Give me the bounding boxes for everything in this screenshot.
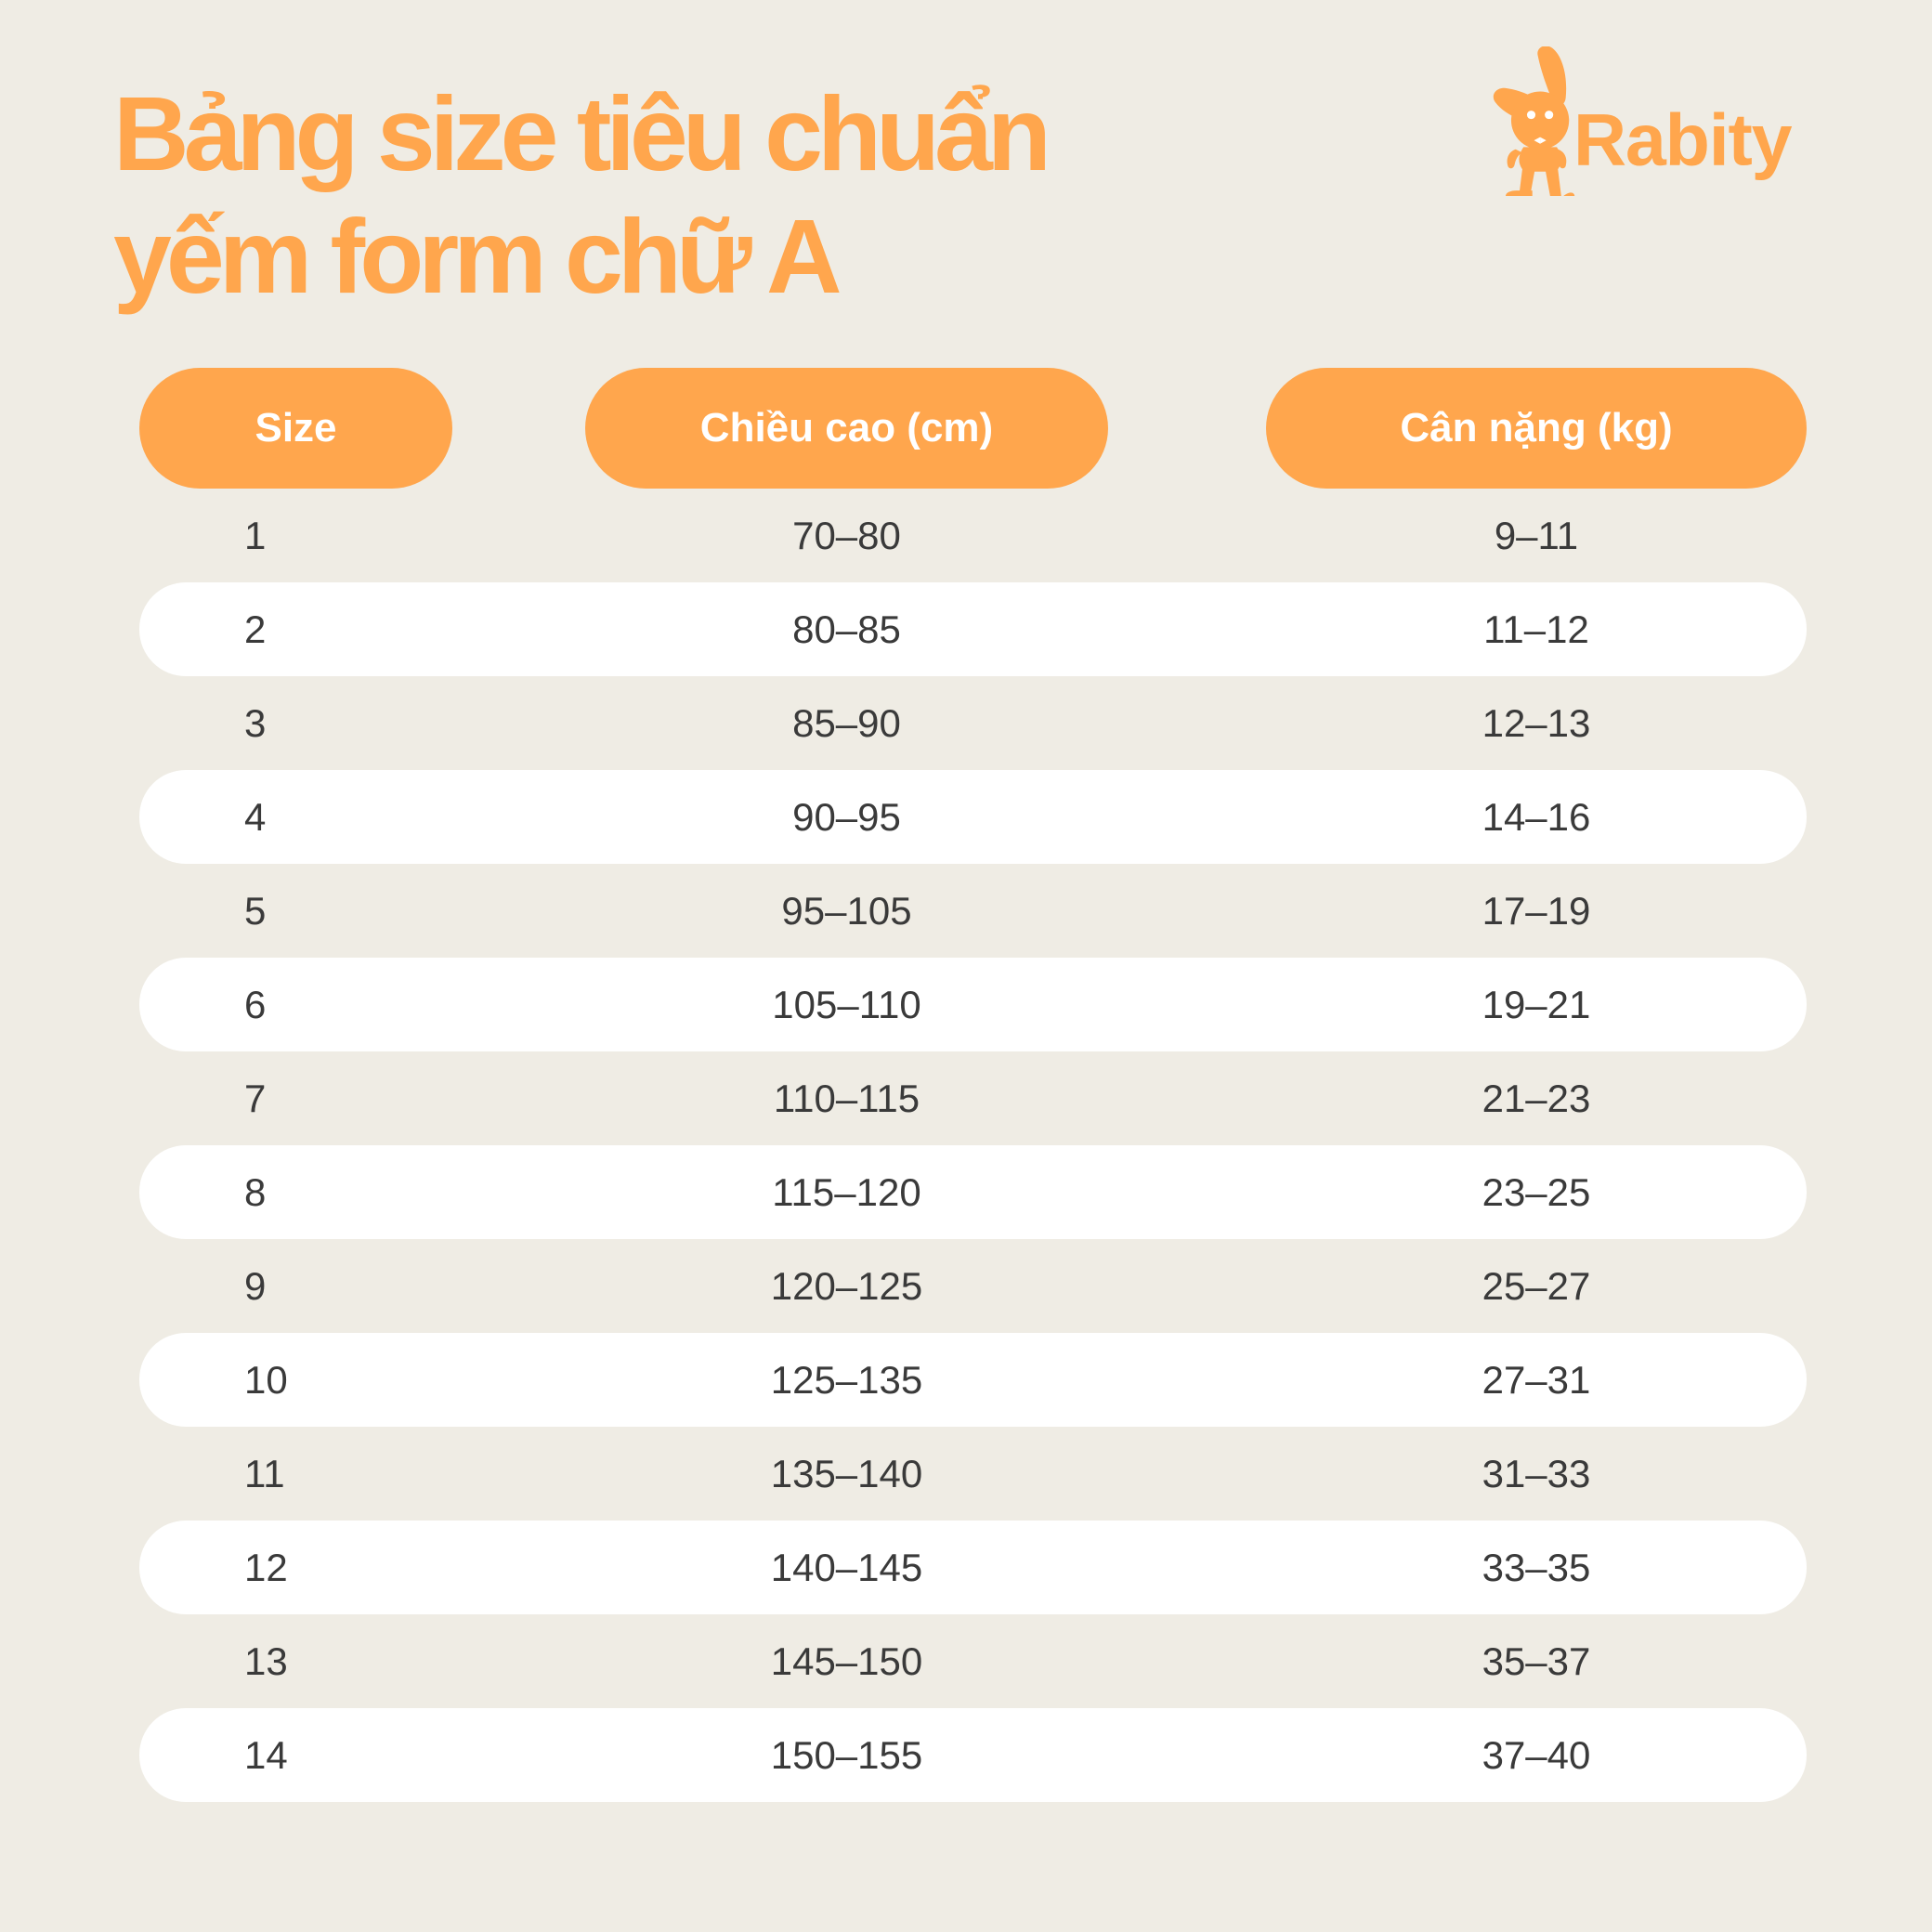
svg-text:Rabity: Rabity (1573, 98, 1793, 181)
